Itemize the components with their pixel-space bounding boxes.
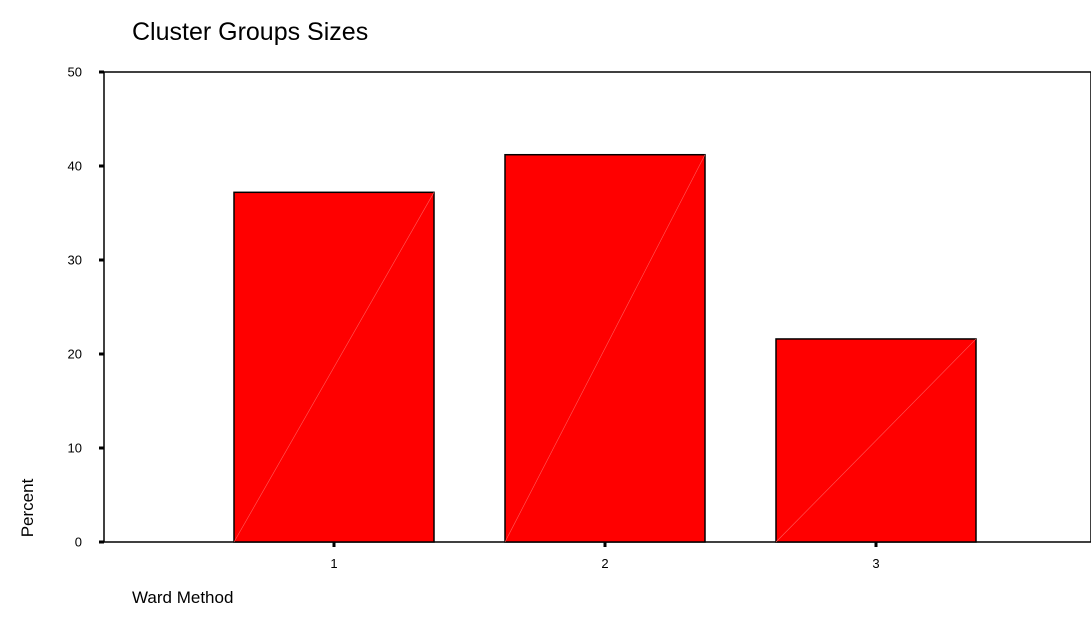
y-axis-label: Percent <box>18 478 37 537</box>
y-tick-label: 30 <box>68 252 82 267</box>
bar-diagonal-3 <box>775 338 977 543</box>
bar-diagonal-1 <box>233 192 435 543</box>
x-tick-label: 3 <box>872 556 879 571</box>
x-axis: 1 2 3 <box>330 542 880 571</box>
y-tick-label: 10 <box>68 440 82 455</box>
y-tick-label: 20 <box>68 346 82 361</box>
plot-area: 0 10 20 30 40 50 1 2 3 <box>68 64 1091 571</box>
bar-diagonal-2 <box>504 154 706 543</box>
y-tick-label: 50 <box>68 64 82 79</box>
x-axis-label: Ward Method <box>132 588 233 607</box>
bars-group <box>233 153 977 543</box>
x-tick-label: 1 <box>330 556 337 571</box>
x-tick-label: 2 <box>601 556 608 571</box>
y-tick-label: 0 <box>75 534 82 549</box>
chart-title: Cluster Groups Sizes <box>132 18 368 46</box>
y-axis: 0 10 20 30 40 50 <box>68 64 104 549</box>
y-tick-label: 40 <box>68 158 82 173</box>
